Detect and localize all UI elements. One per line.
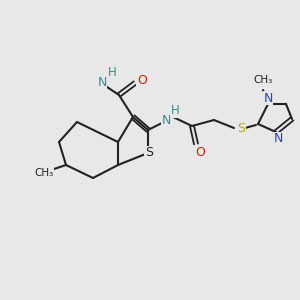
Text: N: N — [97, 76, 107, 88]
Text: S: S — [237, 122, 245, 136]
Text: H: H — [171, 104, 179, 118]
Text: N: N — [161, 113, 171, 127]
Text: CH₃: CH₃ — [34, 168, 54, 178]
Text: N: N — [273, 133, 283, 146]
Text: N: N — [263, 92, 273, 104]
Text: O: O — [195, 146, 205, 158]
Text: S: S — [145, 146, 153, 160]
Text: CH₃: CH₃ — [254, 75, 273, 85]
Text: H: H — [108, 67, 116, 80]
Text: O: O — [137, 74, 147, 88]
